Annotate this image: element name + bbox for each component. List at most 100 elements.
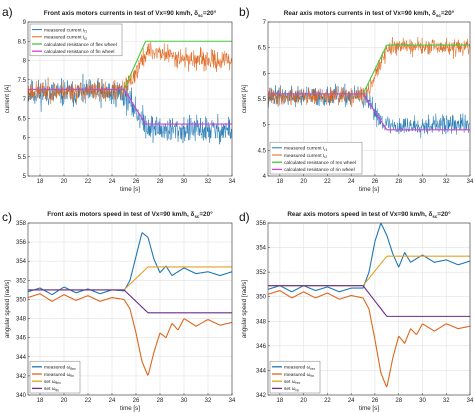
y-tick-label: 6.5 <box>258 46 267 52</box>
chart-title-main: Front axis motors speed in test of Vx=90… <box>47 211 194 218</box>
chart-title-main: Rear axis motors currents in test of Vx=… <box>284 10 436 17</box>
legend-entry-name: measured current I <box>44 35 84 41</box>
y-tick-label: 4.5 <box>258 148 267 154</box>
x-tick-label: 34 <box>467 179 474 185</box>
legend-entry-name: measured current I <box>284 153 324 159</box>
legend-entry-name: measured current I <box>284 146 324 152</box>
legend-entry-sub: r2 <box>324 155 327 159</box>
x-tick-label: 20 <box>300 398 307 404</box>
legend-entry-name: measured ω <box>44 372 71 378</box>
series-line-f1 <box>28 73 232 145</box>
legend-entry-sub: rin <box>295 388 299 392</box>
chart-title-tail: =20° <box>437 210 451 218</box>
y-tick-label: 346 <box>16 336 27 342</box>
legend-entry-name: set ω <box>44 379 56 385</box>
y-tick-label: 6 <box>263 71 267 77</box>
chart-title: Front axis motors speed in test of Vx=90… <box>47 210 213 219</box>
legend-entry-sub: f2 <box>84 37 87 41</box>
x-tick-label: 26 <box>133 398 140 404</box>
y-tick-label: 348 <box>16 317 27 323</box>
x-tick-label: 26 <box>372 179 379 185</box>
x-tick-label: 34 <box>229 398 236 404</box>
chart-title-sub: sc <box>436 13 441 18</box>
x-tick-label: 26 <box>133 179 140 185</box>
x-tick-label: 24 <box>348 398 355 404</box>
legend-entry: measured ωrex <box>284 365 315 371</box>
x-axis-label: time [s] <box>359 186 379 193</box>
x-tick-label: 32 <box>443 398 450 404</box>
chart-title-sub: sc <box>194 214 199 219</box>
y-tick-label: 5.5 <box>18 155 27 161</box>
x-axis-label: time [s] <box>120 405 140 412</box>
chart-panel-a: 18 20 22 24 26 28 30 32 34 5 5.5 6 6.5 7 7.5 8 8.5 9 time … <box>2 5 236 193</box>
legend-entry: calculated resistance of rin wheel <box>284 167 355 173</box>
y-axis-label: angular speed [rad/s] <box>241 280 248 338</box>
y-tick-label: 348 <box>256 319 267 325</box>
axes-box <box>27 222 233 396</box>
x-tick-label: 30 <box>419 398 426 404</box>
panel-label: c) <box>2 210 12 224</box>
series-line-calc-3 <box>268 93 470 131</box>
x-tick-label: 20 <box>300 179 307 185</box>
y-tick-label: 5 <box>23 174 27 180</box>
x-tick-label: 18 <box>37 179 44 185</box>
y-tick-label: 344 <box>16 355 27 361</box>
x-tick-label: 32 <box>443 179 450 185</box>
y-tick-label: 8.5 <box>18 39 27 45</box>
series-line-flex <box>28 232 232 296</box>
legend-entry-sub: rin <box>310 374 314 378</box>
series-line-rin <box>268 290 470 388</box>
x-tick-label: 28 <box>395 179 402 185</box>
legend-entry-sub: rex <box>310 367 315 371</box>
legend-entry: set ωrin <box>284 386 299 392</box>
x-tick-label: 34 <box>467 398 474 404</box>
x-tick-label: 28 <box>157 179 164 185</box>
series-group <box>28 40 232 145</box>
y-tick-label: 352 <box>256 270 267 276</box>
x-tick-label: 30 <box>181 179 188 185</box>
x-tick-label: 18 <box>37 398 44 404</box>
y-axis-label: current [A] <box>241 84 248 113</box>
legend-entry-name: measured current I <box>44 27 84 33</box>
y-tick-label: 354 <box>16 259 27 265</box>
y-tick-label: 352 <box>16 278 27 284</box>
chart-title-main: Front axis motors currents in test of Vx… <box>44 10 198 17</box>
y-tick-label: 342 <box>256 393 267 399</box>
x-tick-label: 30 <box>419 179 426 185</box>
series-line-r1 <box>268 83 470 139</box>
legend-entry: measured ωfin <box>44 372 74 378</box>
x-axis-label: time [s] <box>120 186 140 193</box>
panel-label: b) <box>239 5 250 19</box>
x-axis-label: time [s] <box>359 405 379 412</box>
panel-label: d) <box>239 210 250 224</box>
legend-entry: measured ωrin <box>284 372 314 378</box>
x-tick-label: 22 <box>324 179 331 185</box>
y-tick-label: 7 <box>263 20 267 26</box>
x-tick-label: 32 <box>205 398 212 404</box>
y-tick-label: 5.5 <box>258 97 267 103</box>
legend-entry: measured current If1 <box>44 27 87 33</box>
legend-entry-name: calculated resistance of rex wheel <box>284 160 356 166</box>
series-line-fin <box>28 293 232 376</box>
legend-entry-name: calculated resistance of flex wheel <box>44 42 117 48</box>
chart-title-sub: sc <box>432 214 437 219</box>
x-tick-label: 22 <box>324 398 331 404</box>
y-tick-label: 356 <box>16 240 27 246</box>
x-tick-label: 34 <box>229 179 236 185</box>
legend-box <box>269 141 363 175</box>
y-tick-label: 9 <box>23 20 27 26</box>
legend-entry-sub: flex <box>55 381 61 385</box>
series-line-r2 <box>268 36 470 108</box>
series-line-rin <box>268 285 470 317</box>
y-tick-label: 350 <box>16 297 27 303</box>
legend-entry: measured current Ir1 <box>284 146 327 152</box>
series-line-f2 <box>28 41 232 105</box>
x-tick-label: 24 <box>109 398 116 404</box>
y-tick-label: 6.5 <box>18 116 27 122</box>
x-tick-label: 20 <box>61 398 68 404</box>
legend-entry: calculated resistance of rex wheel <box>284 160 356 166</box>
x-tick-label: 28 <box>395 398 402 404</box>
